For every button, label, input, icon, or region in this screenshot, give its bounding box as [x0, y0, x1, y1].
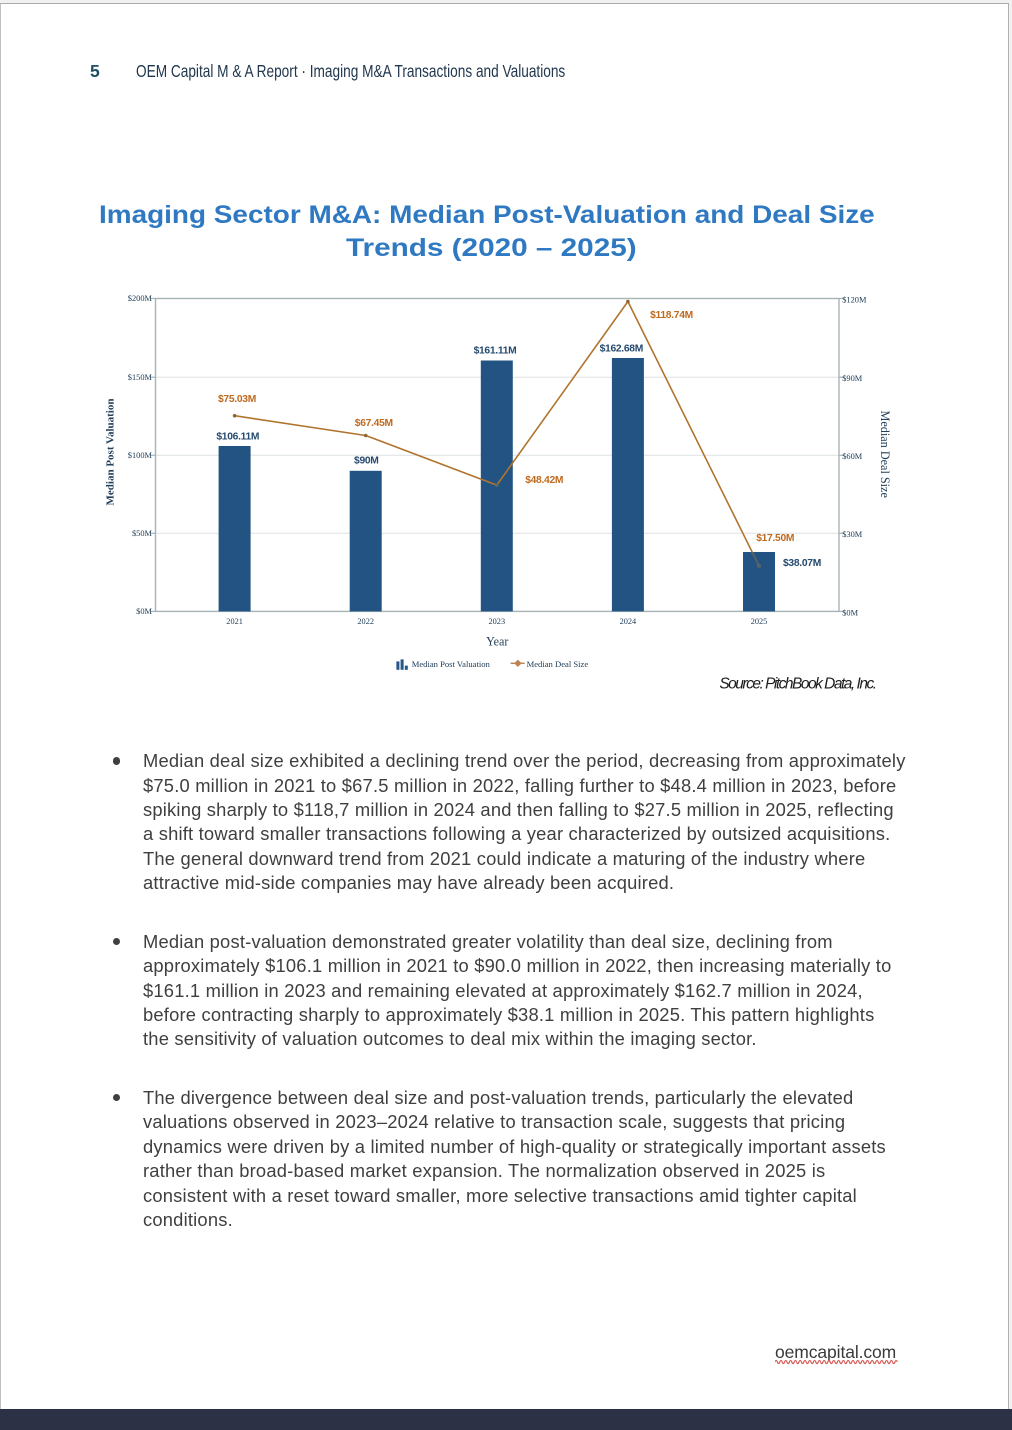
- svg-text:$90M: $90M: [842, 374, 863, 383]
- svg-text:$0M: $0M: [136, 607, 152, 616]
- svg-text:$30M: $30M: [842, 530, 863, 539]
- svg-text:Source: PitchBook Data, Inc.: Source: PitchBook Data, Inc.: [719, 676, 875, 693]
- svg-text:Median Deal Size: Median Deal Size: [878, 411, 892, 498]
- svg-text:$106.11M: $106.11M: [216, 431, 259, 442]
- svg-text:Median Deal Size: Median Deal Size: [527, 659, 589, 669]
- svg-text:$38.07M: $38.07M: [783, 558, 821, 569]
- svg-text:2024: 2024: [620, 617, 637, 626]
- svg-text:$60M: $60M: [842, 452, 863, 461]
- svg-text:$0M: $0M: [842, 608, 858, 617]
- svg-text:2025: 2025: [751, 617, 768, 626]
- svg-text:$150M: $150M: [128, 373, 153, 382]
- svg-text:$50M: $50M: [132, 529, 153, 538]
- svg-text:$162.68M: $162.68M: [600, 344, 643, 355]
- svg-text:2021: 2021: [226, 617, 243, 626]
- svg-text:$200M: $200M: [128, 294, 153, 303]
- svg-text:$90M: $90M: [354, 456, 379, 467]
- svg-text:$67.45M: $67.45M: [355, 418, 393, 429]
- svg-text:$118.74M: $118.74M: [650, 310, 693, 321]
- svg-text:Year: Year: [486, 635, 508, 649]
- svg-text:Median Post Valuation: Median Post Valuation: [105, 399, 117, 506]
- svg-text:$100M: $100M: [128, 451, 153, 460]
- svg-text:$120M: $120M: [842, 295, 867, 304]
- svg-text:$75.03M: $75.03M: [218, 394, 256, 405]
- svg-text:2023: 2023: [489, 617, 506, 626]
- svg-text:Median Post Valuation: Median Post Valuation: [412, 659, 491, 669]
- svg-text:$17.50M: $17.50M: [756, 533, 794, 544]
- svg-text:$48.42M: $48.42M: [525, 475, 563, 486]
- svg-text:$161.11M: $161.11M: [474, 345, 517, 356]
- svg-text:2022: 2022: [357, 617, 374, 626]
